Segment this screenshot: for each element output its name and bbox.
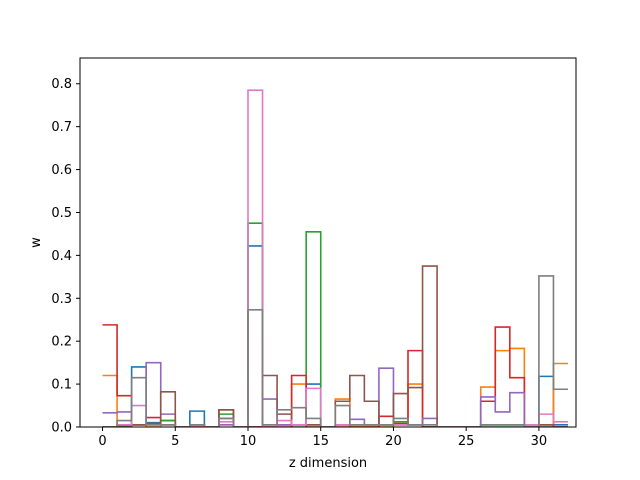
y-tick-label: 0.6 xyxy=(51,163,72,178)
x-tick-label: 10 xyxy=(240,434,257,449)
y-tick-label: 0.8 xyxy=(51,77,72,92)
y-tick-label: 0.5 xyxy=(51,206,72,221)
y-axis-label: w xyxy=(29,237,44,248)
x-tick-label: 15 xyxy=(312,434,329,449)
x-tick-label: 20 xyxy=(385,434,402,449)
y-tick-label: 0.0 xyxy=(51,421,72,436)
y-tick-label: 0.4 xyxy=(51,249,72,264)
series-line-7 xyxy=(102,275,568,427)
y-tick-label: 0.2 xyxy=(51,335,72,350)
x-tick-label: 30 xyxy=(531,434,548,449)
y-tick-label: 0.3 xyxy=(51,292,72,307)
y-tick-label: 0.1 xyxy=(51,378,72,393)
x-axis-label: z dimension xyxy=(289,456,367,471)
x-axis-ticks: 0 5 10 15 20 25 30 xyxy=(98,427,547,449)
y-axis-ticks: 0.0 0.1 0.2 0.3 0.4 0.5 0.6 0.7 0.8 xyxy=(51,77,80,436)
x-tick-label: 0 xyxy=(98,434,106,449)
x-tick-label: 5 xyxy=(171,434,179,449)
axes-frame xyxy=(79,57,577,428)
x-tick-label: 25 xyxy=(458,434,475,449)
y-tick-label: 0.7 xyxy=(51,120,72,135)
series-layer xyxy=(102,89,568,427)
